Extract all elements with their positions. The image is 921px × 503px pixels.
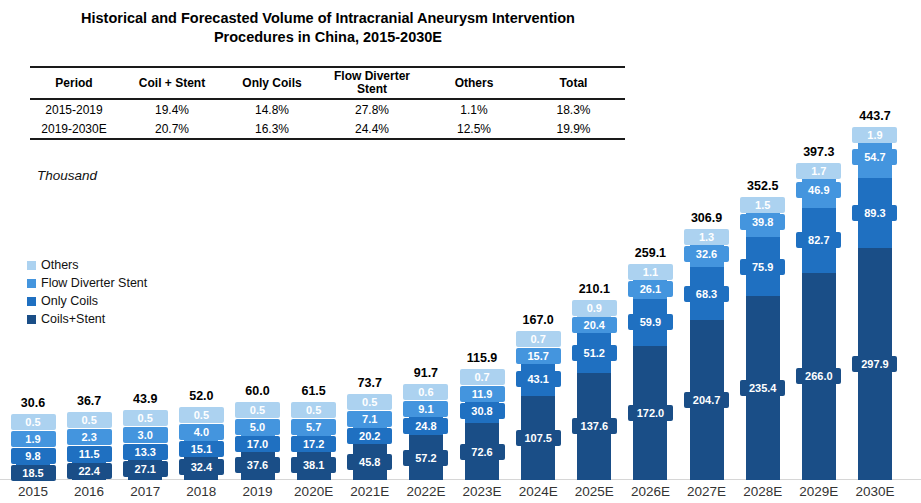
segment-value-label: 1.7 [796,163,841,179]
bar-total-label: 352.5 [733,179,793,193]
report-figure: Historical and Forecasted Volume of Intr… [0,0,921,503]
bar-total-label: 210.1 [564,282,624,296]
segment-value-label: 11.5 [67,446,112,462]
x-axis-label: 2027E [679,484,735,499]
segment-value-label: 9.1 [403,401,448,417]
segment-value-label: 75.9 [740,259,785,275]
bar-total-label: 61.5 [284,384,344,398]
segment-value-label: 1.5 [740,197,785,213]
segment-value-label: 0.9 [572,300,617,316]
segment-value-label: 46.9 [796,182,841,198]
segment-value-label: 22.4 [67,463,112,479]
segment-value-label: 38.1 [291,457,336,473]
bar-total-label: 397.3 [789,145,849,159]
x-axis-label: 2030E [847,484,903,499]
bar-total-label: 52.0 [171,389,231,403]
segment-value-label: 137.6 [572,418,617,434]
segment-value-label: 45.8 [347,454,392,470]
bar-total-label: 115.9 [452,351,512,365]
x-axis-label: 2016 [61,484,117,499]
segment-value-label: 18.5 [11,465,56,481]
segment-value-label: 43.1 [516,371,561,387]
segment-value-label: 7.1 [347,411,392,427]
x-axis-label: 2021E [342,484,398,499]
segment-value-label: 59.9 [628,314,673,330]
segment-value-label: 5.0 [235,419,280,435]
bar-total-label: 36.7 [59,394,119,408]
segment-value-label: 1.9 [852,127,897,143]
bar-total-label: 91.7 [396,366,456,380]
segment-value-label: 0.5 [347,394,392,410]
segment-value-label: 2.3 [67,429,112,445]
bar-total-label: 73.7 [340,376,400,390]
bar-total-label: 443.7 [845,109,905,123]
segment-value-label: 0.5 [235,402,280,418]
x-axis-label: 2020E [286,484,342,499]
bar-total-label: 306.9 [677,211,737,225]
bar-total-label: 167.0 [508,313,568,327]
x-axis-label: 2024E [510,484,566,499]
segment-value-label: 11.9 [460,386,505,402]
segment-value-label: 32.6 [684,246,729,262]
segment-value-label: 54.7 [852,149,897,165]
segment-value-label: 15.1 [179,441,224,457]
x-axis-label: 2017 [117,484,173,499]
segment-value-label: 0.7 [516,331,561,347]
segment-value-label: 37.6 [235,457,280,473]
x-axis-label: 2019 [230,484,286,499]
x-axis-label: 2022E [398,484,454,499]
segment-value-label: 9.8 [11,448,56,464]
segment-value-label: 297.9 [852,356,897,372]
segment-value-label: 13.3 [123,444,168,460]
segment-value-label: 0.5 [11,414,56,430]
segment-value-label: 20.4 [572,317,617,333]
segment-value-label: 204.7 [684,392,729,408]
segment-value-label: 0.6 [403,384,448,400]
segment-value-label: 57.2 [403,450,448,466]
x-axis-label: 2026E [622,484,678,499]
x-axis-label: 2023E [454,484,510,499]
segment-value-label: 0.5 [123,410,168,426]
segment-value-label: 0.5 [179,407,224,423]
segment-value-label: 1.3 [684,229,729,245]
segment-value-label: 4.0 [179,424,224,440]
bar-total-label: 60.0 [228,384,288,398]
segment-value-label: 17.0 [235,436,280,452]
x-axis-label: 2015 [5,484,61,499]
segment-value-label: 68.3 [684,286,729,302]
segment-value-label: 0.7 [460,369,505,385]
segment-value-label: 27.1 [123,461,168,477]
segment-value-label: 3.0 [123,427,168,443]
segment-value-label: 32.4 [179,459,224,475]
segment-value-label: 235.4 [740,380,785,396]
segment-value-label: 15.7 [516,348,561,364]
x-axis-label: 2028E [735,484,791,499]
segment-value-label: 24.8 [403,418,448,434]
segment-value-label: 89.3 [852,205,897,221]
segment-value-label: 0.5 [291,402,336,418]
segment-value-label: 51.2 [572,345,617,361]
segment-value-label: 1.9 [11,431,56,447]
bar-total-label: 43.9 [115,392,175,406]
x-axis-label: 2025E [566,484,622,499]
x-axis-label: 2029E [791,484,847,499]
segment-value-label: 0.5 [67,412,112,428]
x-axis-label: 2018 [173,484,229,499]
segment-value-label: 17.2 [291,436,336,452]
segment-value-label: 39.8 [740,214,785,230]
segment-value-label: 266.0 [796,368,841,384]
segment-value-label: 20.2 [347,428,392,444]
segment-value-label: 82.7 [796,232,841,248]
stacked-bar-chart: 18.59.81.90.530.6201522.411.52.30.536.72… [0,0,921,503]
segment-value-label: 30.8 [460,403,505,419]
segment-value-label: 1.1 [628,264,673,280]
bar-total-label: 30.6 [3,396,63,410]
bar-total-label: 259.1 [620,246,680,260]
segment-value-label: 5.7 [291,419,336,435]
segment-value-label: 72.6 [460,444,505,460]
segment-value-label: 172.0 [628,405,673,421]
segment-value-label: 107.5 [516,430,561,446]
segment-value-label: 26.1 [628,281,673,297]
